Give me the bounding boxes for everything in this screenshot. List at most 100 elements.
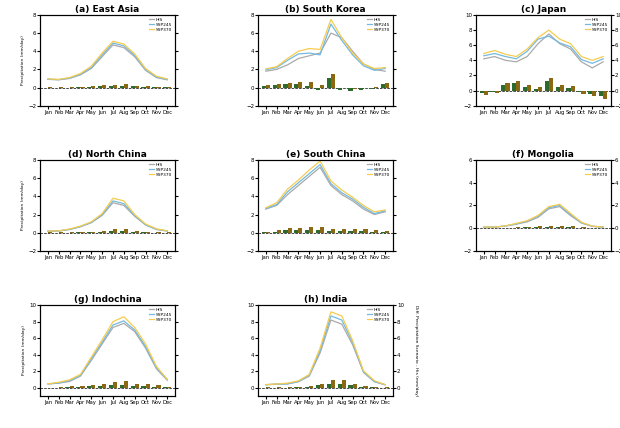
- Bar: [102, 231, 106, 233]
- Bar: [59, 387, 63, 388]
- Bar: [113, 229, 117, 233]
- Bar: [560, 226, 564, 228]
- Bar: [516, 81, 520, 91]
- Bar: [109, 231, 113, 233]
- Bar: [316, 88, 320, 90]
- Bar: [385, 231, 389, 233]
- Legend: HIS, SSP245, SSP370: HIS, SSP245, SSP370: [585, 162, 608, 177]
- Bar: [523, 227, 527, 228]
- Bar: [320, 85, 324, 88]
- Bar: [567, 88, 570, 91]
- Bar: [305, 86, 309, 88]
- Bar: [577, 91, 582, 92]
- Bar: [385, 83, 389, 88]
- Bar: [534, 89, 538, 91]
- Title: (a) East Asia: (a) East Asia: [76, 5, 140, 14]
- Bar: [556, 87, 560, 91]
- Bar: [381, 232, 385, 233]
- Legend: HIS, SSP245, SSP370: HIS, SSP245, SSP370: [366, 307, 391, 322]
- Bar: [288, 387, 291, 388]
- Bar: [309, 82, 313, 88]
- Bar: [527, 85, 531, 91]
- Bar: [374, 87, 378, 88]
- Bar: [131, 386, 135, 388]
- Bar: [98, 232, 102, 233]
- Bar: [570, 86, 575, 91]
- Bar: [534, 227, 538, 228]
- Bar: [294, 230, 298, 233]
- Bar: [135, 231, 139, 233]
- Title: (g) Indochina: (g) Indochina: [74, 295, 141, 304]
- Bar: [512, 83, 516, 91]
- Bar: [549, 78, 553, 91]
- Bar: [294, 84, 298, 88]
- Bar: [146, 384, 149, 388]
- Bar: [66, 387, 69, 388]
- Bar: [305, 230, 309, 233]
- Bar: [480, 91, 484, 93]
- Bar: [156, 232, 161, 233]
- Bar: [91, 384, 95, 388]
- Bar: [146, 232, 149, 233]
- Bar: [163, 387, 167, 388]
- Bar: [141, 87, 146, 88]
- Bar: [109, 385, 113, 388]
- Title: (f) Mongolia: (f) Mongolia: [513, 150, 574, 159]
- Bar: [81, 232, 84, 233]
- Bar: [527, 227, 531, 228]
- Bar: [342, 380, 346, 388]
- Bar: [98, 386, 102, 388]
- Bar: [102, 85, 106, 88]
- Bar: [327, 78, 331, 88]
- Bar: [288, 228, 291, 233]
- Title: (e) South China: (e) South China: [286, 150, 365, 159]
- Bar: [592, 91, 596, 96]
- Bar: [599, 91, 603, 96]
- Legend: HIS, SSP245, SSP370: HIS, SSP245, SSP370: [366, 17, 391, 32]
- Bar: [495, 91, 498, 93]
- Bar: [113, 382, 117, 388]
- Bar: [363, 229, 368, 233]
- Bar: [156, 87, 161, 88]
- Bar: [309, 386, 313, 388]
- Bar: [309, 227, 313, 233]
- Bar: [582, 91, 585, 94]
- Bar: [516, 227, 520, 228]
- Legend: HIS, SSP245, SSP370: HIS, SSP245, SSP370: [149, 162, 172, 177]
- Bar: [342, 229, 346, 233]
- Bar: [556, 227, 560, 228]
- Bar: [545, 81, 549, 91]
- Bar: [549, 226, 553, 228]
- Bar: [338, 88, 342, 90]
- Bar: [370, 232, 374, 233]
- Bar: [603, 91, 607, 99]
- Bar: [102, 384, 106, 388]
- Bar: [277, 84, 281, 88]
- Bar: [288, 83, 291, 88]
- Bar: [109, 86, 113, 88]
- Bar: [381, 84, 385, 88]
- Bar: [87, 87, 91, 88]
- Title: (h) India: (h) India: [304, 295, 347, 304]
- Bar: [353, 383, 356, 388]
- Bar: [156, 385, 161, 388]
- Bar: [120, 231, 124, 233]
- Legend: HIS, SSP245, SSP370: HIS, SSP245, SSP370: [366, 162, 391, 177]
- Bar: [353, 229, 356, 233]
- Bar: [320, 383, 324, 388]
- Bar: [120, 385, 124, 388]
- Bar: [87, 386, 91, 388]
- Bar: [370, 88, 374, 89]
- Bar: [135, 384, 139, 388]
- Title: (b) South Korea: (b) South Korea: [285, 5, 366, 14]
- Bar: [490, 91, 495, 92]
- Bar: [374, 387, 378, 388]
- Bar: [167, 387, 171, 388]
- Bar: [305, 387, 309, 388]
- Bar: [538, 226, 542, 228]
- Bar: [502, 85, 505, 91]
- Bar: [113, 85, 117, 88]
- Bar: [374, 230, 378, 233]
- Bar: [69, 386, 74, 388]
- Bar: [277, 230, 281, 233]
